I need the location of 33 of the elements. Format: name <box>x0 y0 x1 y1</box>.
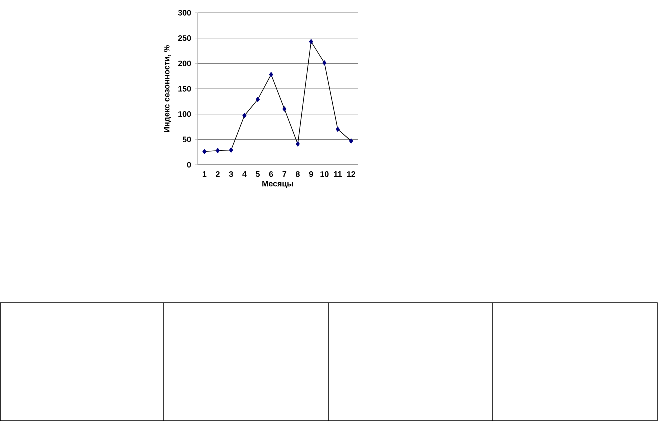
x-tick-label: 8 <box>296 172 300 178</box>
point <box>242 113 247 118</box>
point <box>349 138 354 144</box>
y-tick-label: 150 <box>178 86 192 92</box>
point <box>309 39 314 44</box>
x-tick-label: 5 <box>256 172 260 178</box>
y-tick-label: 200 <box>178 60 192 66</box>
point <box>216 148 220 154</box>
x-tick-label: 12 <box>347 172 356 178</box>
y-tick-label: 50 <box>182 136 192 142</box>
x-tick-label: 2 <box>216 172 220 178</box>
x-tick-label: 6 <box>269 172 274 178</box>
y-axis-title: Индекс сезонности, % <box>164 45 172 132</box>
y-tick-label: 100 <box>178 111 192 118</box>
x-tick-label: 3 <box>229 172 234 178</box>
x-tick-label: 4 <box>242 172 247 178</box>
x-tick-label: 7 <box>282 172 287 178</box>
point <box>269 72 274 78</box>
y-tick-label: 250 <box>178 36 192 42</box>
x-tick-label: 10 <box>320 172 329 178</box>
point <box>282 106 287 112</box>
point <box>256 97 260 102</box>
y-tick-label: 0 <box>187 162 192 168</box>
point <box>202 149 207 154</box>
point <box>336 126 340 132</box>
point <box>322 60 327 66</box>
x-tick-label: 11 <box>334 172 342 178</box>
y-tick-label: 300 <box>178 10 192 16</box>
x-axis-title: Месяцы <box>262 181 294 188</box>
x-tick-label: 1 <box>202 172 207 178</box>
x-tick-label: 9 <box>309 172 314 178</box>
point <box>296 142 300 147</box>
point <box>229 148 234 153</box>
